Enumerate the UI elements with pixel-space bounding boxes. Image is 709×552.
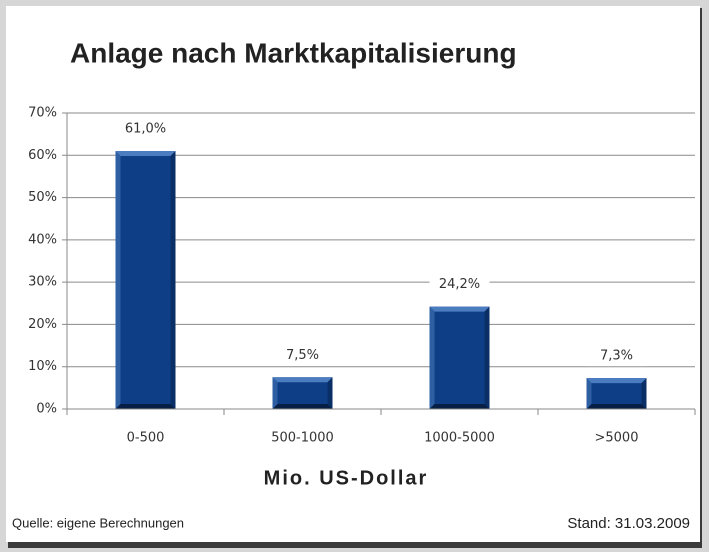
y-tick-label: 60% xyxy=(28,148,57,163)
y-tick-label: 30% xyxy=(28,275,57,290)
chart-title: Anlage nach Marktkapitalisierung xyxy=(70,37,517,68)
bar xyxy=(272,377,333,409)
source-note: Quelle: eigene Berechnungen xyxy=(12,515,184,530)
y-tick-label: 40% xyxy=(28,232,57,247)
panel xyxy=(6,6,700,542)
x-tick-label: 500-1000 xyxy=(271,431,334,446)
bar xyxy=(429,306,490,409)
value-label-bg xyxy=(272,345,333,366)
value-label-bg xyxy=(115,119,176,140)
bar xyxy=(115,151,176,410)
bar-bevel-bottom xyxy=(586,404,647,409)
bar-bevel-bottom xyxy=(429,404,490,409)
bar-bevel-left xyxy=(586,378,592,409)
bar-bevel-bottom xyxy=(272,404,333,409)
y-tick-label: 0% xyxy=(36,402,57,417)
bar-bevel-top xyxy=(586,378,647,384)
y-tick-label: 50% xyxy=(28,190,57,205)
bar-bevel-top xyxy=(115,151,176,157)
x-axis-label: Mio. US-Dollar xyxy=(264,467,429,489)
bar-bevel-right xyxy=(170,151,176,410)
value-label-bg xyxy=(429,274,490,295)
bar xyxy=(586,378,647,409)
bar-bevel-right xyxy=(484,306,490,409)
bar-bevel-bottom xyxy=(115,404,176,409)
bar-bevel-top xyxy=(429,306,490,312)
bar-bevel-right xyxy=(641,378,647,409)
value-label: 24,2% xyxy=(439,277,480,292)
y-tick-label: 70% xyxy=(28,106,57,121)
bar-bevel-left xyxy=(272,377,278,409)
bar-bevel-left xyxy=(115,151,121,410)
bar-bevel-right xyxy=(327,377,333,409)
value-label: 61,0% xyxy=(125,122,166,137)
value-label: 7,5% xyxy=(286,348,319,363)
y-tick-label: 10% xyxy=(28,359,57,374)
value-label: 7,3% xyxy=(600,349,633,364)
y-tick-label: 20% xyxy=(28,317,57,332)
x-tick-label: >5000 xyxy=(595,431,639,446)
value-label-bg xyxy=(586,346,647,367)
x-tick-label: 0-500 xyxy=(127,431,165,446)
bar-bevel-left xyxy=(429,306,435,409)
bar-bevel-top xyxy=(272,377,333,383)
x-tick-label: 1000-5000 xyxy=(424,431,495,446)
date-note: Stand: 31.03.2009 xyxy=(567,515,690,532)
